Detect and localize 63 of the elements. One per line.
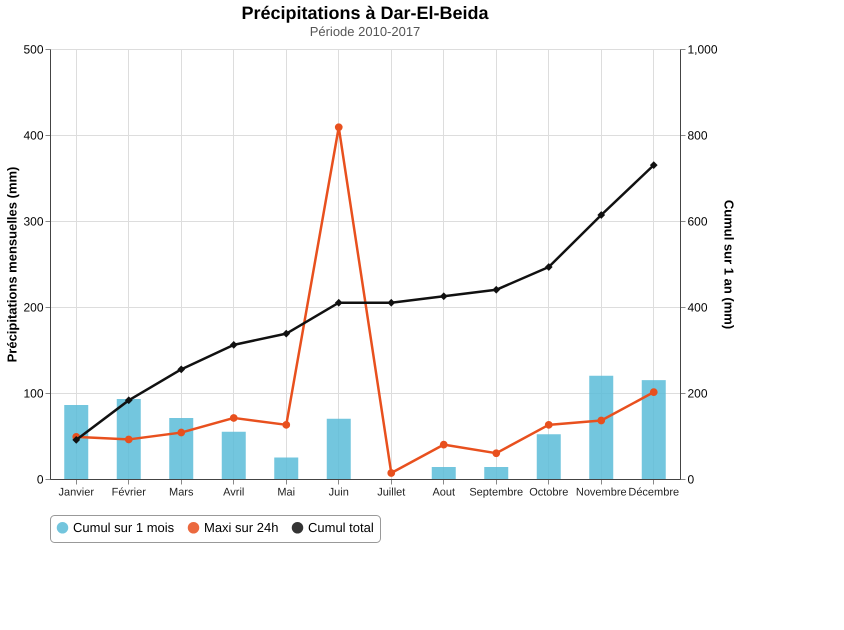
point — [440, 292, 448, 300]
point — [544, 420, 553, 429]
y2-tick-label: 800 — [688, 128, 708, 142]
x-tick-label: Juin — [328, 486, 349, 498]
point — [282, 330, 290, 338]
point — [230, 340, 238, 349]
point — [597, 416, 606, 424]
point — [650, 388, 658, 396]
bar — [642, 380, 666, 479]
bar — [64, 405, 88, 479]
y2-tick-label: 1,000 — [688, 42, 718, 56]
y2-axis-title: Cumul sur 1 an (mm) — [722, 200, 737, 330]
x-tick-label: Juillet — [377, 486, 406, 498]
x-tick-label: Février — [112, 486, 146, 498]
bar — [169, 418, 194, 479]
point — [387, 469, 396, 477]
x-tick-label: Septembre — [469, 486, 524, 498]
x-tick-label: Décembre — [628, 486, 680, 498]
point — [492, 449, 500, 458]
point — [492, 286, 500, 294]
bar — [432, 466, 456, 479]
point — [177, 428, 186, 436]
bar — [274, 458, 298, 479]
y2-tick-label: 600 — [688, 214, 708, 228]
point — [440, 440, 448, 448]
bar — [222, 432, 246, 479]
y-tick-label: 0 — [36, 472, 44, 486]
x-tick-label: Aout — [432, 486, 456, 498]
x-tick-label: Mars — [169, 486, 194, 498]
x-tick-label: Novembre — [576, 486, 627, 498]
legend-label: Cumul sur 1 mois — [73, 520, 175, 535]
y2-tick-label: 400 — [688, 300, 708, 314]
y2-tick-label: 200 — [688, 386, 708, 400]
y-tick-label: 400 — [23, 128, 44, 142]
point — [177, 365, 186, 374]
bar — [116, 399, 141, 479]
point — [72, 436, 80, 444]
bar — [536, 434, 561, 479]
y-tick-label: 300 — [23, 214, 44, 228]
chart-subtitle: Période 2010-2017 — [310, 24, 420, 39]
point — [282, 420, 290, 429]
x-tick-label: Avril — [223, 486, 244, 498]
point — [124, 436, 133, 444]
y2-tick-label: 0 — [688, 472, 694, 486]
point — [650, 161, 658, 169]
point — [230, 414, 238, 422]
bar — [484, 466, 508, 479]
legend-label: Maxi sur 24h — [204, 520, 278, 535]
chart-title: Précipitations à Dar-El-Beida — [241, 3, 490, 23]
x-tick-label: Janvier — [58, 486, 94, 498]
bar — [326, 418, 351, 479]
y-tick-label: 200 — [23, 300, 44, 314]
x-tick-label: Octobre — [529, 486, 568, 498]
x-tick-label: Mai — [277, 486, 296, 498]
point — [544, 263, 553, 271]
y-tick-label: 500 — [23, 42, 44, 56]
point — [334, 123, 343, 132]
point — [597, 211, 606, 219]
y-axis-title: Précipitations mensuelles (mm) — [4, 166, 20, 362]
y-tick-label: 100 — [23, 386, 44, 400]
legend-label: Cumul total — [308, 520, 374, 535]
bar — [589, 376, 614, 479]
point — [124, 396, 133, 404]
